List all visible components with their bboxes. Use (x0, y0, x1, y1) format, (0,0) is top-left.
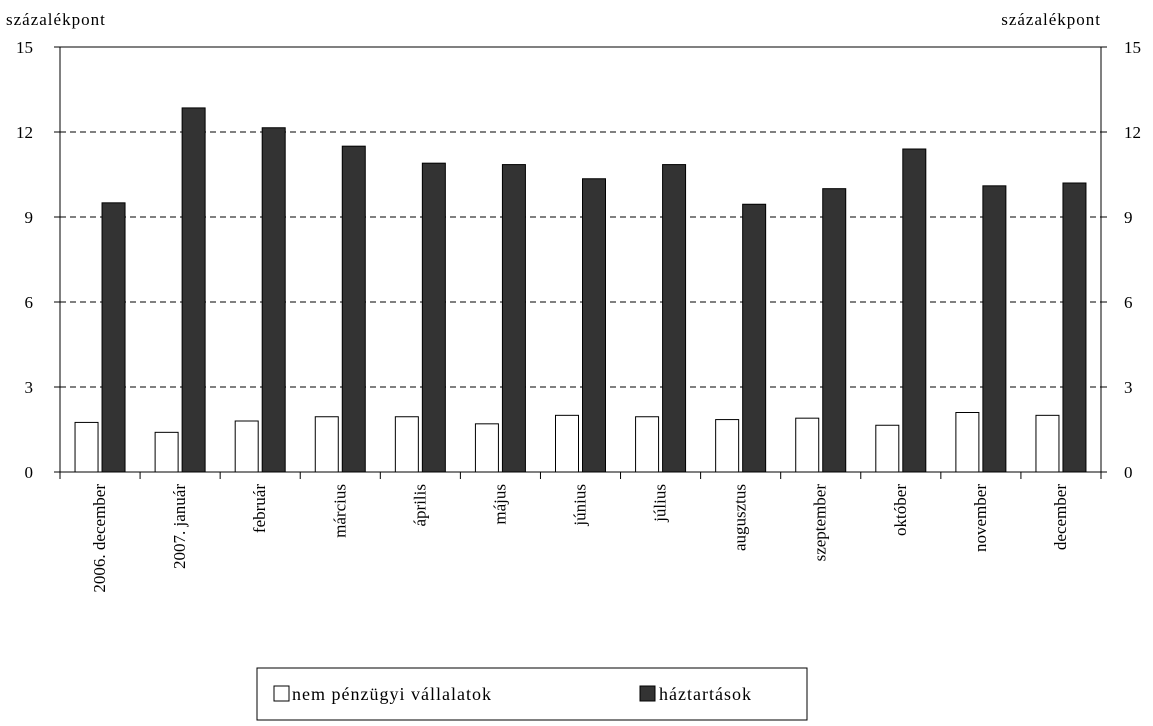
bar-haztartasok-10 (902, 148, 927, 473)
left-tick-label-1: 3 (25, 378, 34, 397)
category-label-1: 2007. január (170, 484, 189, 569)
bar-haztartasok-4 (421, 162, 446, 473)
bar-nem-penzugyi-vallalatok-8 (715, 419, 740, 473)
bar-nem-penzugyi-vallalatok-11 (955, 412, 980, 473)
right-tick-label-0: 0 (1124, 463, 1133, 482)
axes (59, 46, 1102, 479)
bar-haztartasok-5 (501, 164, 526, 473)
bar-haztartasok-2 (261, 127, 286, 473)
left-axis-ticks: 0 3 6 9 12 15 (16, 38, 60, 482)
bar-haztartasok-0 (101, 202, 126, 473)
left-tick-label-4: 12 (16, 123, 33, 142)
right-tick-label-4: 12 (1124, 123, 1141, 142)
right-axis-ticks: 0 3 6 9 12 15 (1101, 38, 1141, 482)
category-label-11: november (971, 484, 990, 552)
left-tick-label-2: 6 (25, 293, 34, 312)
category-label-8: augusztus (731, 484, 750, 551)
category-label-2: február (250, 484, 269, 533)
legend-label-nem-penzugyi-vallalatok: nem pénzügyi vállalatok (292, 684, 492, 704)
category-label-12: december (1051, 484, 1070, 550)
legend-swatch-haztartasok (639, 685, 656, 702)
category-label-10: október (891, 484, 910, 536)
bar-nem-penzugyi-vallalatok-6 (555, 414, 579, 473)
bar-haztartasok-11 (982, 185, 1007, 473)
category-label-5: május (490, 484, 509, 525)
bar-nem-penzugyi-vallalatok-1 (154, 431, 179, 473)
right-axis-unit: százalékpont (1001, 10, 1101, 29)
bar-nem-penzugyi-vallalatok-3 (314, 416, 339, 473)
bar-haztartasok-8 (742, 203, 767, 473)
bars (74, 107, 1087, 473)
legend-label-haztartasok: háztartások (659, 684, 752, 704)
bar-nem-penzugyi-vallalatok-7 (635, 416, 660, 473)
gridlines (60, 131, 1101, 388)
bar-haztartasok-9 (822, 188, 847, 473)
category-label-4: április (410, 484, 429, 527)
legend-swatch-nem-penzugyi-vallalatok (273, 685, 290, 702)
right-tick-label-2: 6 (1124, 293, 1133, 312)
left-axis-unit: százalékpont (6, 10, 106, 29)
bar-haztartasok-1 (181, 107, 206, 473)
legend: nem pénzügyi vállalatok háztartások (256, 667, 808, 721)
bar-haztartasok-7 (662, 164, 687, 473)
bar-haztartasok-3 (341, 145, 366, 473)
left-tick-label-0: 0 (25, 463, 34, 482)
bar-nem-penzugyi-vallalatok-0 (74, 421, 99, 473)
bar-nem-penzugyi-vallalatok-9 (795, 417, 820, 473)
bar-haztartasok-12 (1062, 182, 1087, 473)
bar-nem-penzugyi-vallalatok-4 (394, 416, 419, 473)
right-tick-label-1: 3 (1124, 378, 1133, 397)
category-label-9: szeptember (811, 484, 830, 562)
left-tick-label-3: 9 (25, 208, 34, 227)
category-label-6: június (571, 484, 590, 527)
category-label-7: július (651, 484, 670, 523)
bar-nem-penzugyi-vallalatok-12 (1035, 414, 1060, 473)
left-tick-label-5: 15 (16, 38, 33, 57)
bar-nem-penzugyi-vallalatok-10 (875, 424, 900, 473)
bar-nem-penzugyi-vallalatok-5 (474, 423, 499, 473)
category-label-3: március (330, 484, 349, 538)
right-tick-label-3: 9 (1124, 208, 1133, 227)
legend-box (256, 667, 808, 721)
category-label-0: 2006. december (90, 484, 109, 593)
bar-nem-penzugyi-vallalatok-2 (234, 420, 259, 473)
category-labels: 2006. december 2007. január február március… (90, 484, 1070, 593)
right-tick-label-5: 15 (1124, 38, 1141, 57)
bar-haztartasok-6 (582, 178, 606, 473)
